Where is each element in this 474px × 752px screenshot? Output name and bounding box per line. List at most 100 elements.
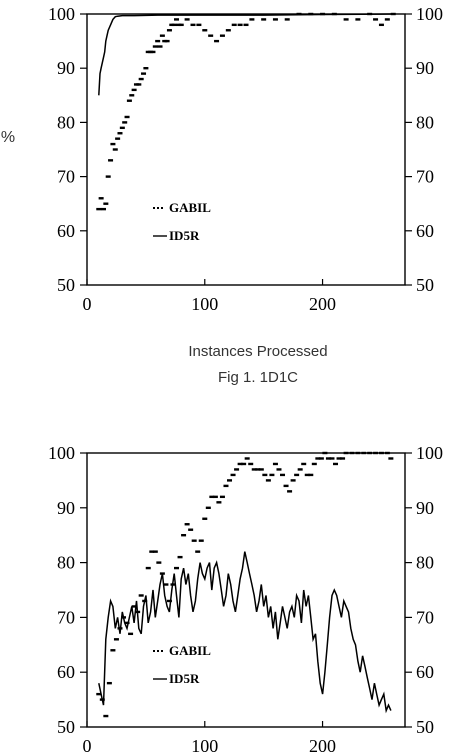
legend-swatch-gabil <box>153 650 155 652</box>
legend-swatch-gabil <box>157 207 159 209</box>
x-tick-label: 100 <box>191 736 218 752</box>
y-tick-label-left: 50 <box>57 275 75 295</box>
series-gabil-point <box>318 457 324 460</box>
series-gabil-point <box>284 18 290 21</box>
series-gabil-point <box>152 45 158 48</box>
series-gabil-point <box>188 528 194 531</box>
series-gabil-point <box>178 23 184 27</box>
series-gabil-point <box>349 451 355 455</box>
series-gabil-point <box>100 207 106 211</box>
series-gabil-point <box>166 29 172 32</box>
series-gabil-point <box>361 451 367 455</box>
series-gabil-point <box>290 479 296 482</box>
series-gabil-point <box>195 550 201 553</box>
series-gabil-point <box>315 457 321 460</box>
y-tick-label-right: 70 <box>416 607 434 627</box>
series-gabil-point <box>225 29 231 32</box>
chart-1-caption: Fig 1. 1D1C <box>218 369 298 386</box>
plot-frame <box>86 452 406 728</box>
series-gabil-point <box>209 495 215 499</box>
series-gabil-point <box>155 39 161 43</box>
x-tick-label: 200 <box>309 294 336 314</box>
series-gabil-point <box>98 197 104 200</box>
series-gabil-point <box>261 18 267 21</box>
series-gabil-point <box>343 451 349 455</box>
series-gabil-point <box>243 23 249 27</box>
series-gabil-point <box>219 34 225 37</box>
y-tick-label-left: 70 <box>57 607 75 627</box>
chart-1-y-axis-label: % <box>1 129 15 146</box>
series-gabil-point <box>265 479 271 482</box>
series-gabil-point <box>373 451 379 455</box>
series-gabil-point <box>223 484 229 488</box>
series-gabil-point <box>141 72 147 75</box>
chart-1-x-axis-label: Instances Processed <box>188 343 327 360</box>
series-gabil-point <box>131 88 137 92</box>
series-gabil-point <box>163 583 169 586</box>
series-gabil-point <box>249 18 255 21</box>
series-gabil-point <box>138 594 144 597</box>
series-gabil-point <box>110 649 116 652</box>
series-gabil-point <box>262 473 268 477</box>
series-gabil-point <box>166 599 172 603</box>
legend-label-gabil: GABIL <box>169 643 211 658</box>
series-gabil-point <box>258 468 264 471</box>
series-gabil-point <box>234 468 240 471</box>
series-gabil-point <box>181 534 187 537</box>
series-gabil-point <box>214 39 220 43</box>
series-gabil-point <box>231 23 237 27</box>
series-gabil-point <box>190 23 196 27</box>
y-tick-label-right: 60 <box>416 221 434 241</box>
legend-swatch-gabil <box>153 207 155 209</box>
series-gabil-point <box>124 115 130 119</box>
series-gabil-point <box>388 457 394 460</box>
x-tick-label: 0 <box>83 736 92 752</box>
series-gabil-point <box>202 29 208 32</box>
series-gabil-point <box>136 83 142 86</box>
series-gabil-point <box>164 39 170 43</box>
series-gabil-point <box>230 473 236 477</box>
series-gabil-point <box>355 451 361 455</box>
series-gabil-point <box>297 468 303 471</box>
y-tick-label-right: 50 <box>416 275 434 295</box>
series-gabil-point <box>301 462 307 466</box>
series-gabil-point <box>157 45 163 48</box>
series-gabil-point <box>145 566 151 570</box>
series-gabil-point <box>108 159 114 162</box>
series-gabil-point <box>174 566 180 570</box>
series-gabil-point <box>150 50 156 54</box>
y-tick-label-left: 70 <box>57 167 75 187</box>
series-gabil-point <box>184 18 190 21</box>
series-gabil-point <box>112 148 118 151</box>
series-gabil-point <box>378 451 384 455</box>
series-gabil-point <box>105 175 111 178</box>
series-gabil-point <box>251 468 257 471</box>
legend-swatch-gabil <box>161 650 163 652</box>
series-gabil-point <box>171 23 177 27</box>
series-gabil-point <box>131 605 137 608</box>
chart-2-learning-curve: 50 50 60 60 70 70 80 80 90 90 100 100 0 100 200 GABIL ID… <box>48 443 443 752</box>
legend-label-id5r: ID5R <box>169 671 200 686</box>
x-tick-label: 100 <box>191 294 218 314</box>
x-tick-label: 200 <box>309 736 336 752</box>
y-tick-label-left: 50 <box>57 717 75 737</box>
series-gabil-point <box>272 18 278 21</box>
y-tick-label-left: 60 <box>57 662 75 682</box>
y-tick-label-right: 100 <box>416 443 443 463</box>
x-tick-label: 0 <box>83 294 92 314</box>
series-gabil-point <box>156 561 162 564</box>
y-tick-label-left: 80 <box>57 112 75 132</box>
series-gabil-point <box>241 462 247 466</box>
y-tick-label-left: 100 <box>48 4 75 24</box>
series-gabil-point <box>325 457 331 460</box>
series-gabil-point <box>227 479 233 482</box>
series-gabil-point <box>126 99 132 102</box>
legend-swatch-gabil <box>157 650 159 652</box>
series-gabil-point <box>124 621 130 625</box>
series-gabil-point <box>115 137 121 140</box>
y-tick-label-left: 60 <box>57 221 75 241</box>
series-gabil-point <box>128 632 134 636</box>
series-gabil-point <box>103 202 109 205</box>
series-gabil-point <box>174 18 180 21</box>
